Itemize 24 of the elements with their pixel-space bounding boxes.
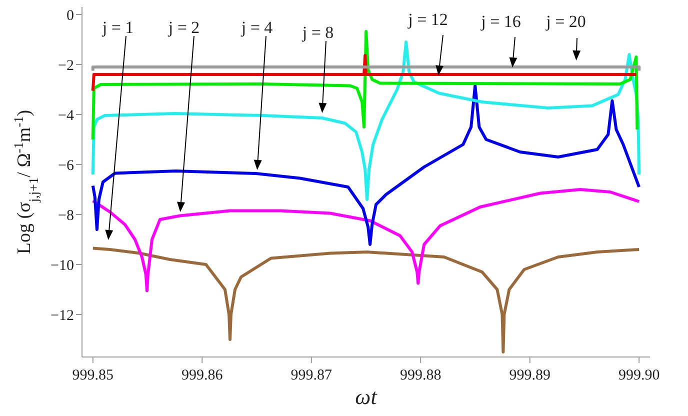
y-tick-label: −4 (58, 108, 74, 124)
annotation: j = 8 (301, 23, 334, 42)
annotation: j = 2 (167, 18, 200, 37)
y-tick-label: −10 (50, 258, 74, 274)
line-series (91, 246, 641, 354)
y-tick-label: −12 (50, 308, 74, 324)
annotation: j = 1 (101, 18, 134, 37)
annotation: j = 16 (480, 12, 521, 31)
annotation: j = 12 (407, 10, 448, 29)
line-series (91, 188, 641, 292)
x-tick-label: 999.85 (72, 368, 114, 384)
y-tick-label: −6 (58, 158, 74, 174)
x-axis-title: ωt (355, 384, 378, 409)
x-tick-label: 999.88 (400, 368, 442, 384)
y-tick-label: 0 (66, 8, 74, 24)
y-tick-label: −2 (58, 58, 74, 74)
line-series (91, 84, 641, 246)
y-tick-label: −8 (58, 208, 74, 224)
x-tick-label: 999.89 (509, 368, 550, 384)
x-tick-label: 999.86 (182, 368, 224, 384)
annotation: j = 4 (240, 18, 274, 37)
x-tick-label: 999.87 (290, 368, 333, 384)
x-tick-label: 999.90 (618, 368, 660, 384)
annotation: j = 20 (545, 12, 586, 31)
